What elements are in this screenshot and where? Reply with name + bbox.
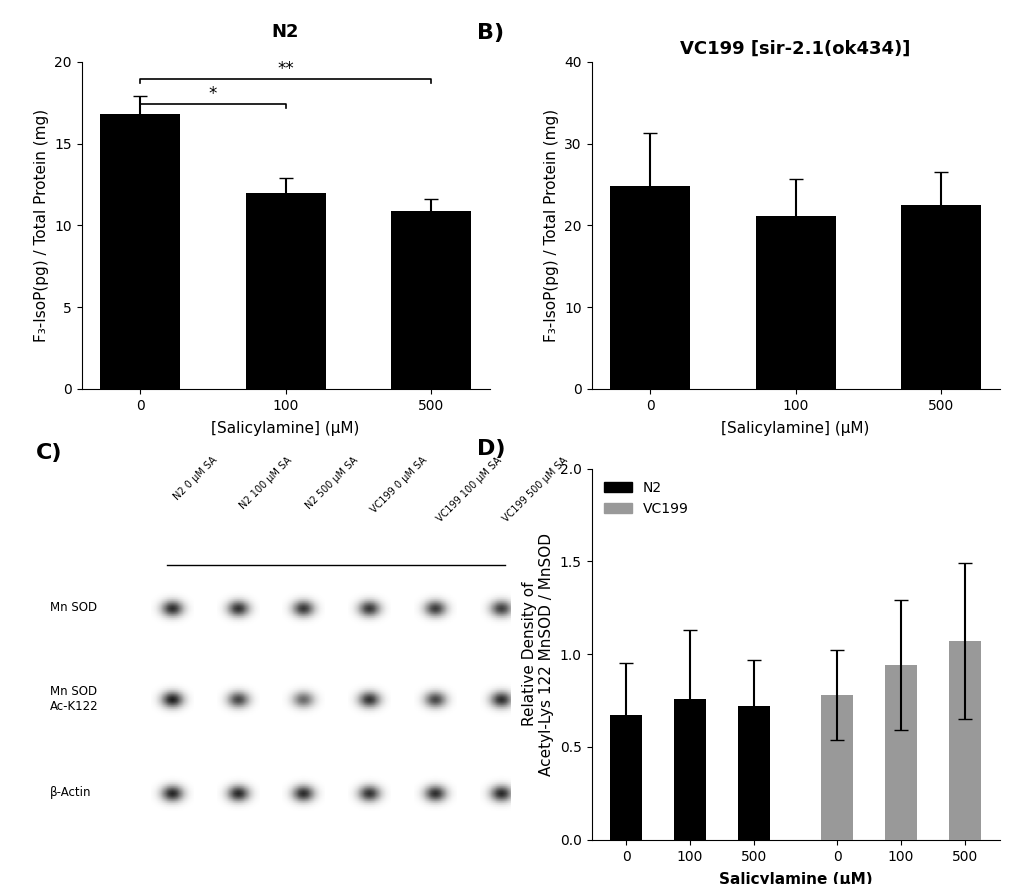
Title: N2: N2 xyxy=(272,23,299,41)
Bar xyxy=(609,187,690,389)
Bar xyxy=(100,114,180,389)
Bar xyxy=(755,216,835,389)
Text: Mn SOD
Ac-K122: Mn SOD Ac-K122 xyxy=(50,685,99,713)
Bar xyxy=(390,210,471,389)
Text: *: * xyxy=(209,85,217,103)
Text: VC199 500 μM SA: VC199 500 μM SA xyxy=(500,455,569,523)
X-axis label: [Salicylamine] (μM): [Salicylamine] (μM) xyxy=(720,421,869,436)
Bar xyxy=(820,695,852,840)
Text: N2 500 μM SA: N2 500 μM SA xyxy=(304,455,359,511)
Text: N2 100 μM SA: N2 100 μM SA xyxy=(237,455,293,511)
Bar xyxy=(674,698,705,840)
Bar xyxy=(738,706,769,840)
Text: **: ** xyxy=(277,60,293,78)
Y-axis label: F₃-IsoP(pg) / Total Protein (mg): F₃-IsoP(pg) / Total Protein (mg) xyxy=(543,109,558,342)
Text: D): D) xyxy=(477,438,505,459)
X-axis label: [Salicylamine] (μM): [Salicylamine] (μM) xyxy=(211,421,360,436)
Bar xyxy=(609,715,642,840)
Bar xyxy=(948,641,980,840)
Bar xyxy=(900,205,980,389)
Y-axis label: F₃-IsoP(pg) / Total Protein (mg): F₃-IsoP(pg) / Total Protein (mg) xyxy=(34,109,49,342)
Text: B): B) xyxy=(477,23,504,42)
X-axis label: Salicylamine (μM): Salicylamine (μM) xyxy=(718,872,871,884)
Legend: N2, VC199: N2, VC199 xyxy=(598,476,694,522)
Text: N2 0 μM SA: N2 0 μM SA xyxy=(172,455,219,502)
Text: VC199 100 μM SA: VC199 100 μM SA xyxy=(434,455,503,523)
Text: VC199 0 μM SA: VC199 0 μM SA xyxy=(369,455,429,514)
Title: VC199 [sir-2.1(ok434)]: VC199 [sir-2.1(ok434)] xyxy=(680,40,910,57)
Bar xyxy=(884,666,916,840)
Text: β-Actin: β-Actin xyxy=(50,786,92,799)
Y-axis label: Relative Density of
Acetyl-Lys 122 MnSOD / MnSOD: Relative Density of Acetyl-Lys 122 MnSOD… xyxy=(522,533,553,775)
Text: C): C) xyxy=(36,443,62,462)
Text: Mn SOD: Mn SOD xyxy=(50,601,97,613)
Bar xyxy=(246,193,325,389)
